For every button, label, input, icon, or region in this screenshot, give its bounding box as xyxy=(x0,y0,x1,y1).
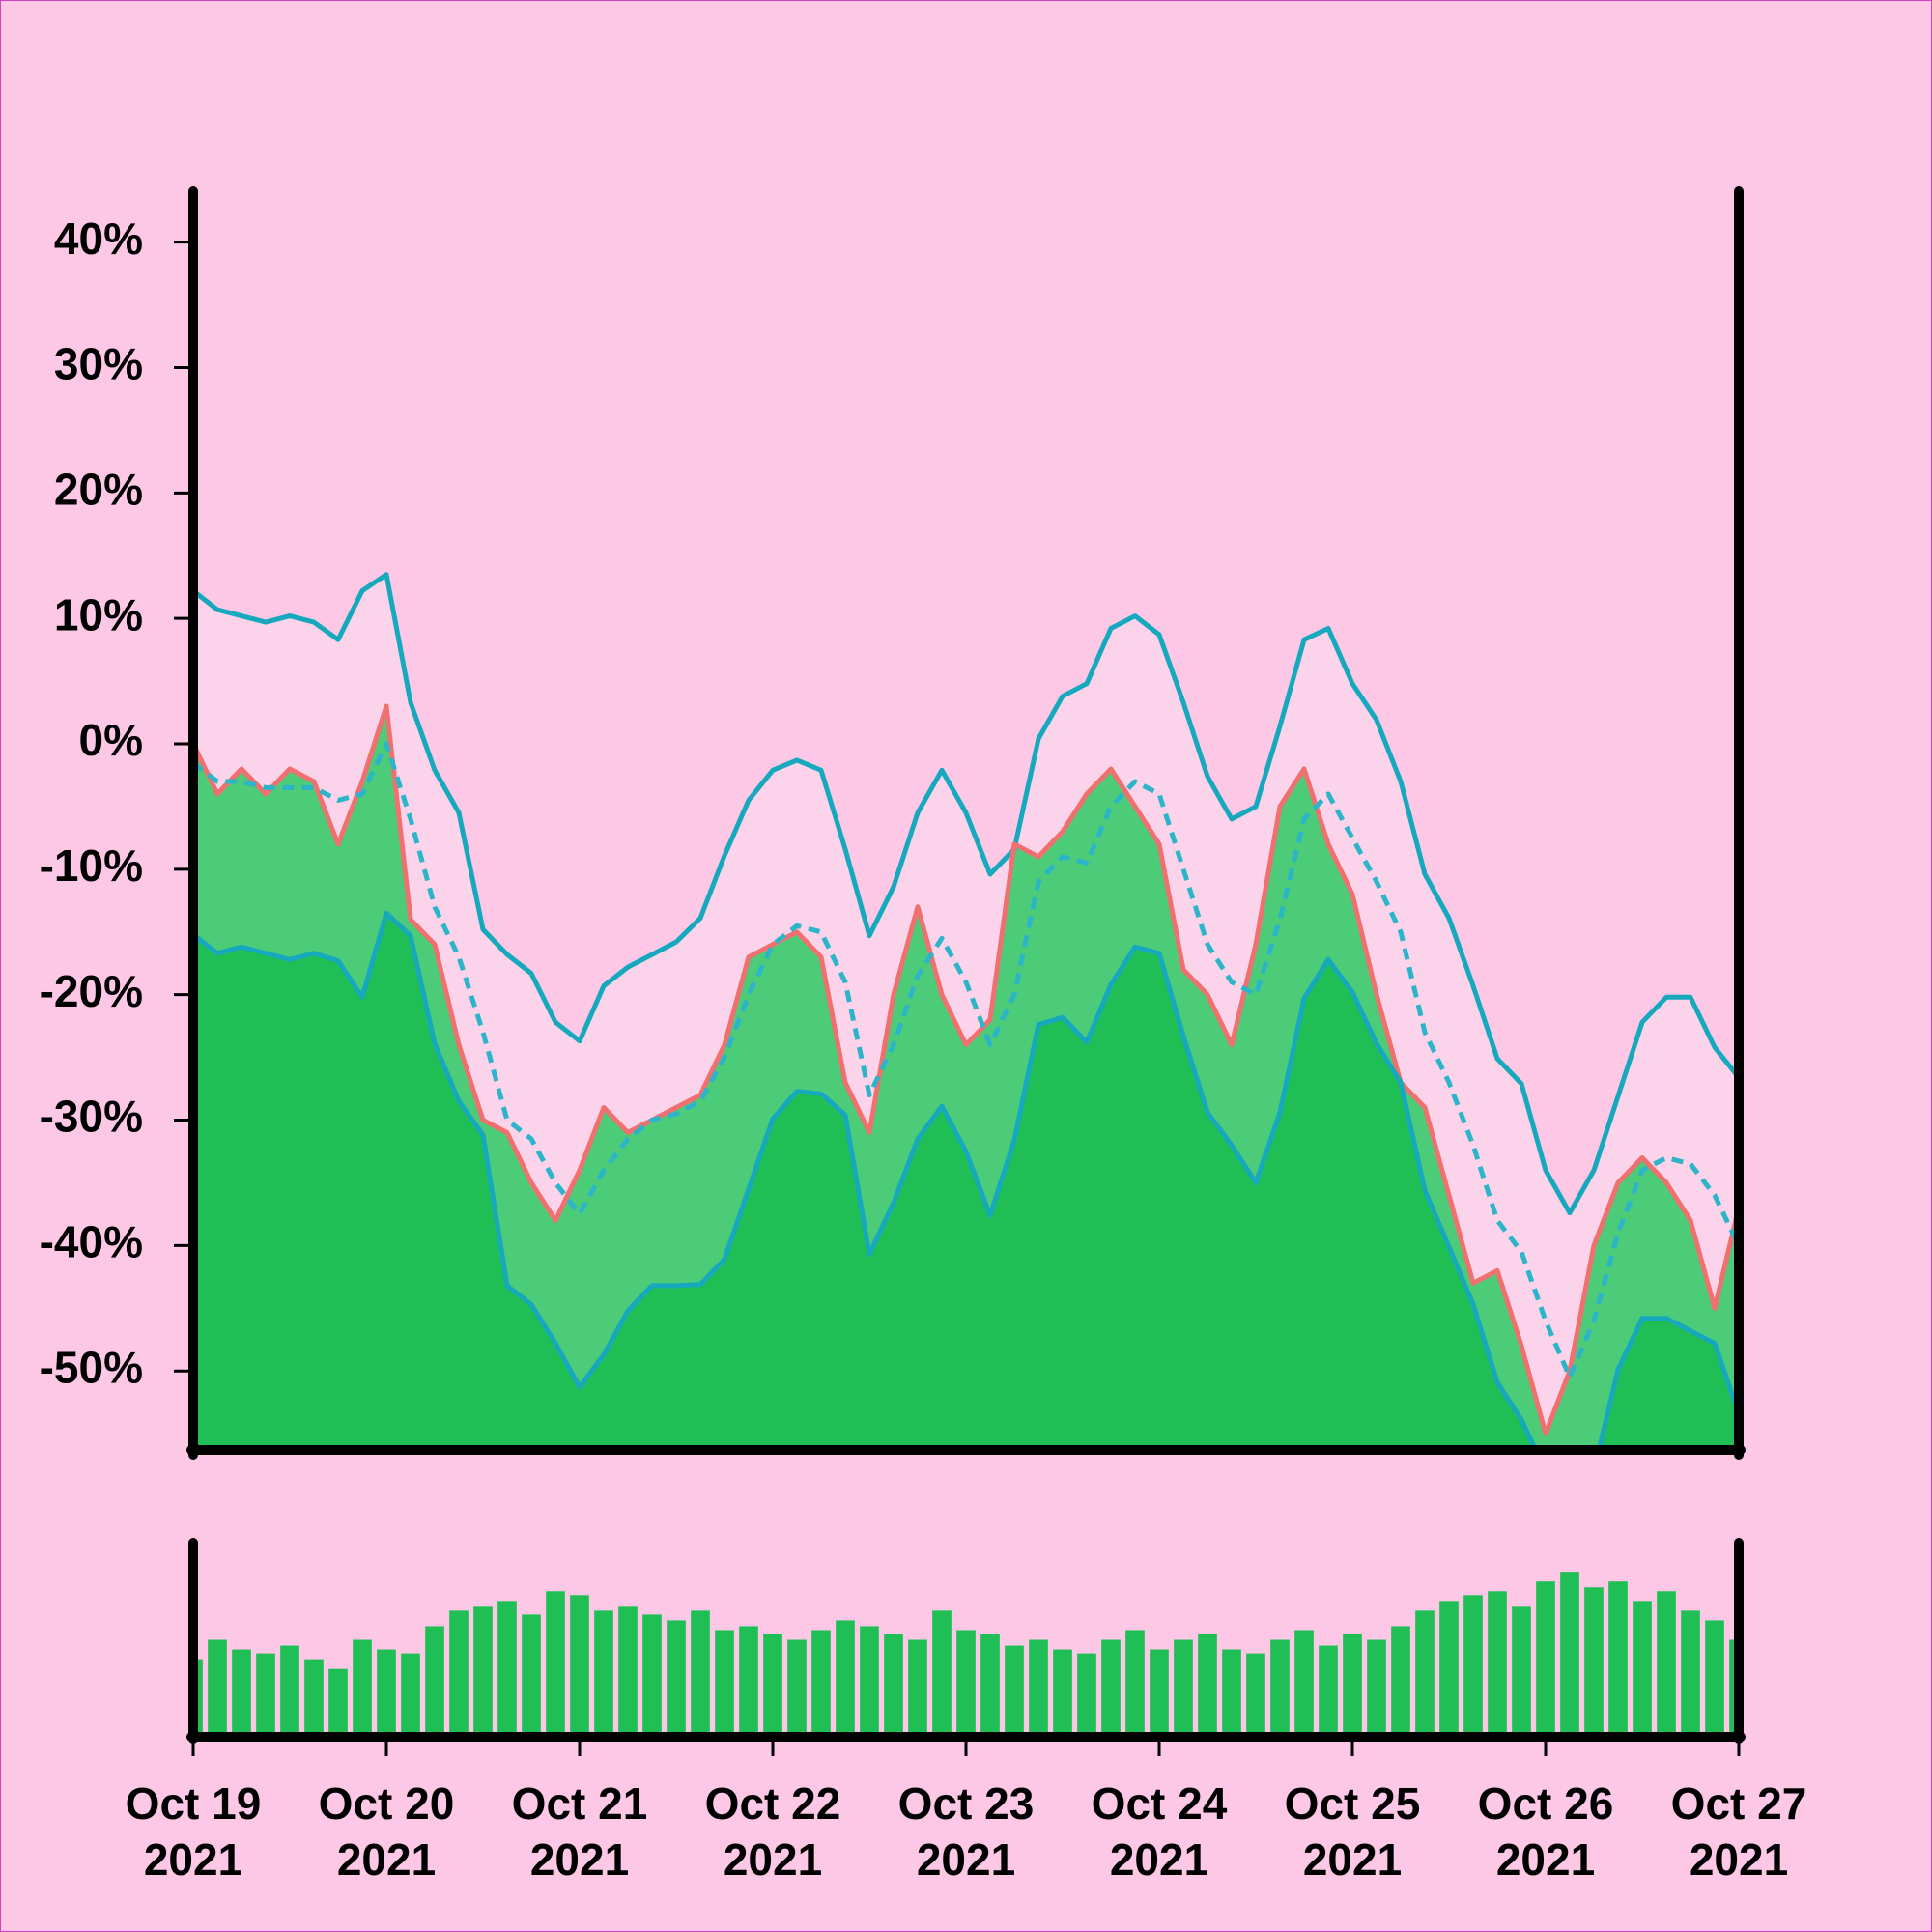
volume-bar xyxy=(208,1639,227,1737)
volume-bar xyxy=(787,1639,807,1737)
volume-bar xyxy=(1367,1639,1386,1737)
volume-bar xyxy=(1101,1639,1121,1737)
volume-bar xyxy=(1536,1581,1555,1737)
volume-plot xyxy=(193,1572,1739,1737)
y-tick-label: -10% xyxy=(40,840,143,891)
volume-bar xyxy=(304,1659,324,1737)
line xyxy=(193,703,1739,1436)
volume-bar xyxy=(1343,1634,1362,1737)
volume-bar xyxy=(1150,1649,1169,1737)
volume-bar xyxy=(1415,1610,1435,1737)
volume-bar xyxy=(1077,1653,1096,1737)
volume-bar xyxy=(1198,1634,1217,1737)
y-tick-label: 20% xyxy=(54,464,143,514)
volume-bar xyxy=(1319,1645,1338,1737)
volume-bar xyxy=(328,1668,348,1737)
volume-bar xyxy=(908,1639,927,1737)
volume-bar xyxy=(980,1634,1000,1737)
volume-bar xyxy=(232,1649,251,1737)
volume-bar xyxy=(1657,1591,1676,1737)
volume-bar xyxy=(1391,1626,1410,1737)
volume-bar xyxy=(425,1626,444,1737)
volume-bar xyxy=(739,1626,758,1737)
y-tick-label: -20% xyxy=(40,966,143,1016)
volume-bar xyxy=(1246,1653,1265,1737)
volume-bar xyxy=(522,1614,541,1737)
x-tick-label: Oct 19 2021 xyxy=(125,1778,262,1885)
y-tick-label: -40% xyxy=(40,1217,143,1267)
volume-bar xyxy=(497,1601,517,1737)
volume-bar xyxy=(618,1606,638,1737)
y-tick-label: -30% xyxy=(40,1092,143,1142)
y-tick-label: -50% xyxy=(40,1342,143,1392)
volume-bar xyxy=(1512,1606,1531,1737)
volume-bar xyxy=(353,1639,372,1737)
volume-bar xyxy=(1705,1620,1724,1737)
volume-bar xyxy=(1053,1649,1072,1737)
volume-bar xyxy=(1560,1572,1579,1737)
x-tick-label: Oct 22 2021 xyxy=(704,1778,841,1885)
volume-bar xyxy=(642,1614,662,1737)
line xyxy=(193,741,1739,1380)
volume-bar xyxy=(1608,1581,1628,1737)
x-tick-label: Oct 24 2021 xyxy=(1091,1778,1228,1885)
area-fill xyxy=(193,913,1739,1450)
volume-bar xyxy=(811,1630,831,1737)
x-tick-label: Oct 25 2021 xyxy=(1284,1778,1421,1885)
y-tick-label: 40% xyxy=(54,213,143,264)
volume-bar xyxy=(1633,1601,1652,1737)
volume-bar xyxy=(1125,1630,1145,1737)
volume-bar xyxy=(256,1653,275,1737)
volume-bar xyxy=(715,1630,734,1737)
volume-bar xyxy=(1463,1595,1483,1737)
volume-bar xyxy=(1270,1639,1290,1737)
line xyxy=(193,910,1739,1450)
volume-bar xyxy=(763,1634,782,1737)
volume-bar xyxy=(449,1610,469,1737)
y-tick-label: 30% xyxy=(54,339,143,389)
axes: -50% -40% -30% -20% -10% 0% 10% 20% 30% 40% xyxy=(40,186,1746,1756)
volume-bar xyxy=(956,1630,976,1737)
volume-bar xyxy=(667,1620,686,1737)
y-tick-label: 0% xyxy=(79,715,143,765)
volume-bar xyxy=(1294,1630,1314,1737)
y-tick-label: 10% xyxy=(54,589,143,639)
volume-bar xyxy=(1222,1649,1241,1737)
volume-bar xyxy=(836,1620,855,1737)
volume-bar xyxy=(932,1610,952,1737)
volume-bar xyxy=(570,1595,589,1737)
volume-bar xyxy=(401,1653,420,1737)
volume-bar xyxy=(473,1606,493,1737)
main-plot xyxy=(193,572,1739,1450)
volume-bar xyxy=(860,1626,879,1737)
x-tick-label: Oct 21 2021 xyxy=(511,1778,648,1885)
x-tick-label: Oct 20 2021 xyxy=(318,1778,455,1885)
volume-bar xyxy=(1488,1591,1507,1737)
volume-bar xyxy=(691,1610,710,1737)
volume-bar xyxy=(1439,1601,1459,1737)
volume-bar xyxy=(280,1645,299,1737)
volume-bar xyxy=(1005,1645,1024,1737)
volume-bar xyxy=(377,1649,396,1737)
volume-bar xyxy=(546,1591,565,1737)
volume-bar xyxy=(884,1634,903,1737)
volume-bar xyxy=(1029,1639,1048,1737)
volume-bar xyxy=(594,1610,613,1737)
x-tick-label: Oct 27 2021 xyxy=(1670,1778,1807,1885)
line xyxy=(193,572,1739,1216)
volume-bar xyxy=(1681,1610,1700,1737)
x-tick-label: Oct 23 2021 xyxy=(897,1778,1035,1885)
volume-bar xyxy=(1584,1587,1604,1737)
x-tick-label: Oct 26 2021 xyxy=(1477,1778,1614,1885)
volume-bar xyxy=(1174,1639,1193,1737)
